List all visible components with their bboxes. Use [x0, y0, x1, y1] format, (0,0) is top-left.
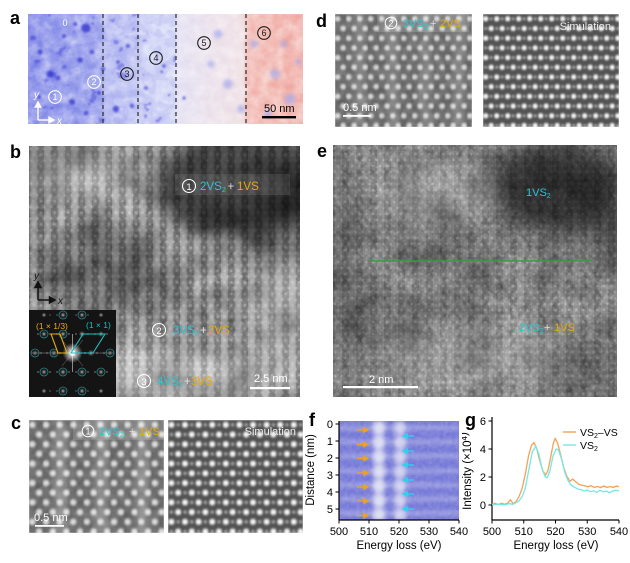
svg-text:6: 6 [261, 28, 266, 38]
svg-text:520: 520 [546, 526, 564, 538]
svg-text:(1 × 1): (1 × 1) [86, 320, 111, 330]
svg-text:530: 530 [420, 526, 438, 538]
svg-text:5: 5 [201, 38, 206, 48]
svg-text:500: 500 [483, 526, 501, 538]
svg-text:2: 2 [156, 326, 161, 337]
svg-text:0: 0 [62, 18, 67, 28]
svg-text:2.5 nm: 2.5 nm [254, 373, 288, 385]
svg-text:500: 500 [330, 526, 348, 538]
svg-text:6: 6 [480, 416, 486, 428]
svg-text:510: 510 [360, 526, 378, 538]
svg-text:3VS2: 3VS2 [403, 18, 428, 31]
svg-text:520: 520 [390, 526, 408, 538]
svg-text:2VS2: 2VS2 [200, 181, 226, 194]
svg-text:530: 530 [578, 526, 596, 538]
svg-text:Intensity (×104): Intensity (×104) [462, 432, 474, 510]
svg-text:y: y [33, 90, 40, 101]
svg-text:Energy loss (eV): Energy loss (eV) [513, 540, 598, 552]
svg-text:0: 0 [480, 500, 486, 512]
svg-text:y: y [33, 271, 40, 282]
svg-text:Simulation: Simulation [245, 426, 296, 438]
svg-text:0: 0 [327, 419, 333, 431]
svg-text:4: 4 [327, 487, 333, 499]
svg-text:VS2: VS2 [580, 440, 598, 453]
svg-text:2: 2 [327, 453, 333, 465]
svg-text:+: + [430, 18, 436, 30]
svg-text:1VS2: 1VS2 [526, 187, 551, 200]
svg-text:1: 1 [52, 92, 57, 102]
svg-text:4: 4 [480, 444, 486, 456]
svg-text:2: 2 [388, 18, 393, 28]
svg-text:2: 2 [91, 77, 96, 87]
svg-text:2VS: 2VS [440, 18, 461, 30]
svg-text:+: + [200, 325, 207, 337]
svg-text:1: 1 [186, 182, 191, 193]
svg-text:3: 3 [124, 69, 129, 79]
svg-text:510: 510 [515, 526, 533, 538]
svg-text:+: + [129, 426, 135, 438]
svg-text:1VS: 1VS [237, 181, 259, 193]
svg-text:2VS2: 2VS2 [99, 426, 124, 439]
svg-text:2: 2 [480, 472, 486, 484]
svg-text:2VS: 2VS [208, 325, 230, 337]
svg-text:4VS2: 4VS2 [157, 376, 183, 389]
svg-text:1: 1 [85, 426, 90, 436]
svg-text:Simulation: Simulation [560, 21, 611, 33]
svg-text:x: x [57, 296, 64, 307]
svg-text:3VS2: 3VS2 [173, 325, 199, 338]
svg-text:+: + [544, 322, 550, 334]
svg-text:0.5 nm: 0.5 nm [343, 102, 377, 114]
svg-text:0.5 nm: 0.5 nm [34, 512, 68, 524]
svg-text:50 nm: 50 nm [264, 103, 295, 115]
svg-text:3: 3 [327, 470, 333, 482]
svg-text:VS2–VS: VS2–VS [580, 427, 618, 440]
svg-text:Distance (nm): Distance (nm) [305, 434, 317, 506]
svg-text:2 nm: 2 nm [369, 374, 393, 386]
svg-text:5: 5 [327, 504, 333, 516]
svg-text:+: + [184, 376, 191, 388]
svg-text:1VS: 1VS [139, 426, 160, 438]
svg-text:4: 4 [153, 53, 158, 63]
svg-text:2VS2: 2VS2 [519, 322, 544, 335]
svg-text:1VS: 1VS [554, 322, 575, 334]
svg-text:+: + [228, 181, 235, 193]
svg-text:3VS: 3VS [191, 376, 213, 388]
svg-text:x: x [56, 116, 63, 124]
svg-text:1: 1 [327, 436, 333, 448]
svg-text:(1 × 1/3): (1 × 1/3) [36, 321, 68, 331]
svg-text:3: 3 [141, 377, 146, 388]
svg-text:540: 540 [610, 526, 628, 538]
svg-text:Energy loss (eV): Energy loss (eV) [356, 540, 441, 552]
svg-text:540: 540 [450, 526, 468, 538]
